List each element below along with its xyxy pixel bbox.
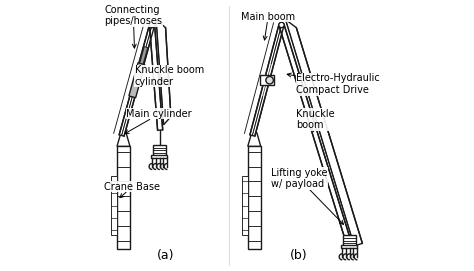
Circle shape: [149, 22, 155, 28]
Polygon shape: [156, 20, 171, 125]
Polygon shape: [248, 133, 261, 146]
Polygon shape: [119, 24, 155, 136]
Polygon shape: [279, 24, 353, 248]
Text: Main cylinder: Main cylinder: [125, 109, 192, 134]
Bar: [248, 146, 261, 249]
Text: Connecting
pipes/hoses: Connecting pipes/hoses: [104, 5, 163, 48]
Bar: [343, 235, 356, 246]
Text: Crane Base: Crane Base: [104, 182, 160, 198]
FancyBboxPatch shape: [260, 75, 273, 85]
Polygon shape: [285, 20, 362, 246]
Polygon shape: [149, 25, 163, 130]
Text: Knuckle
boom: Knuckle boom: [296, 108, 335, 132]
Text: Electro-Hydraulic
Compact Drive: Electro-Hydraulic Compact Drive: [287, 73, 380, 95]
Circle shape: [266, 76, 273, 84]
Text: (a): (a): [157, 249, 174, 262]
Polygon shape: [140, 47, 148, 64]
Polygon shape: [117, 133, 130, 146]
Text: Knuckle boom
cylinder: Knuckle boom cylinder: [135, 65, 204, 87]
Text: Main boom: Main boom: [241, 12, 295, 40]
Bar: [341, 245, 357, 248]
Text: Lifting yoke
w/ payload: Lifting yoke w/ payload: [271, 168, 344, 224]
Bar: [111, 176, 117, 235]
Text: (b): (b): [290, 249, 308, 262]
Bar: [151, 155, 167, 158]
Bar: [153, 145, 166, 156]
Circle shape: [279, 22, 284, 28]
Bar: [117, 146, 130, 249]
Polygon shape: [250, 24, 284, 136]
Polygon shape: [129, 63, 145, 98]
Bar: [242, 176, 248, 235]
